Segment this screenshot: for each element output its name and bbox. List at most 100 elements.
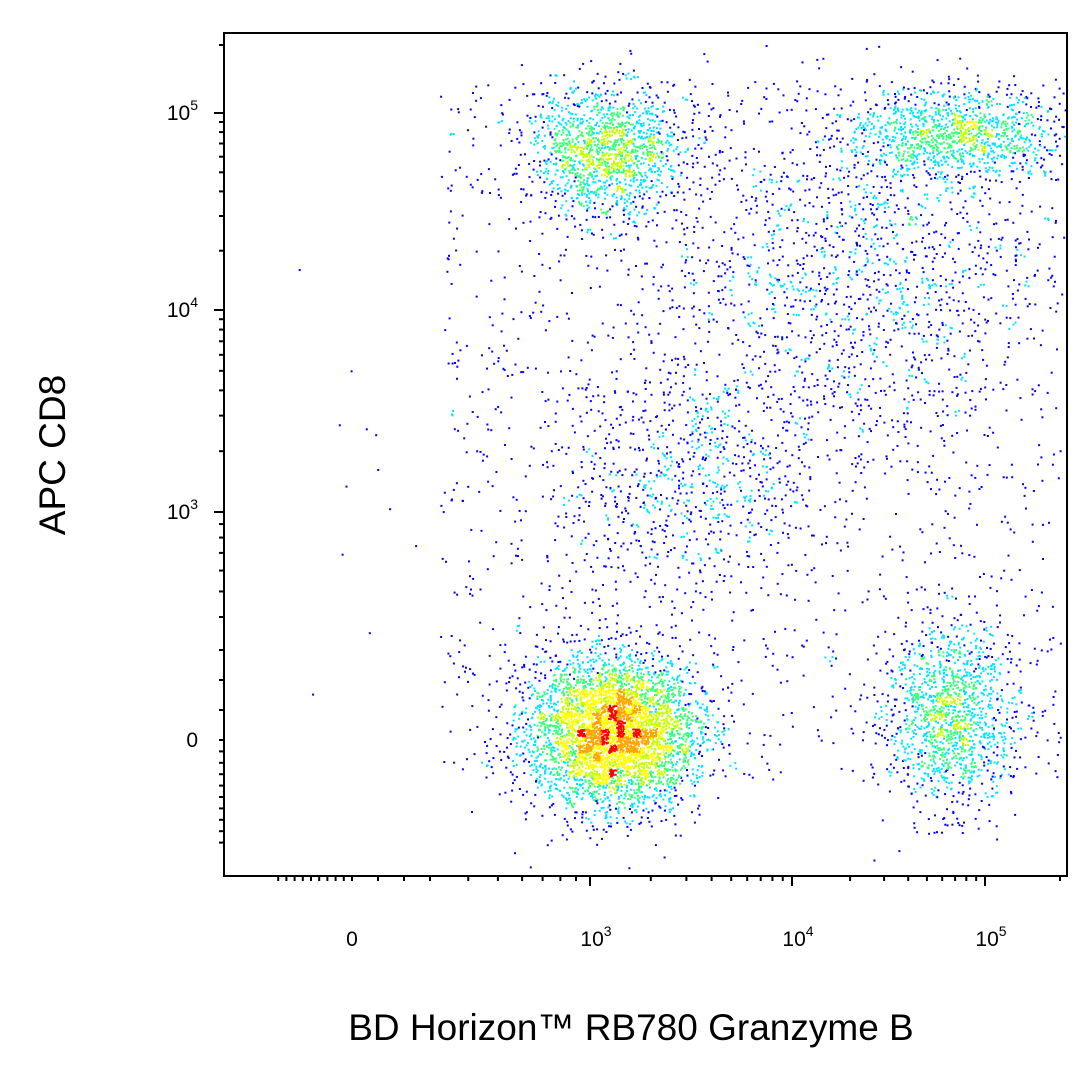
data-point [583, 737, 586, 740]
data-point [663, 753, 665, 756]
data-point [546, 160, 549, 163]
data-point [582, 729, 585, 732]
data-point [642, 773, 645, 776]
data-point [500, 703, 503, 706]
data-point [636, 724, 639, 727]
data-point [629, 734, 632, 737]
data-point [589, 837, 592, 840]
data-point [687, 748, 689, 751]
data-point [654, 694, 656, 697]
data-point [607, 681, 610, 684]
data-point [626, 834, 629, 837]
data-point [626, 774, 628, 777]
data-point [622, 697, 625, 700]
data-point [562, 755, 565, 758]
data-point [614, 779, 617, 782]
data-point [610, 781, 613, 784]
data-point [658, 772, 661, 774]
data-point [618, 718, 621, 721]
data-point [580, 186, 583, 189]
data-point [617, 138, 620, 141]
data-point [649, 133, 652, 136]
data-point [580, 691, 583, 694]
data-point [606, 193, 609, 196]
data-point [622, 706, 625, 709]
data-point [512, 736, 515, 739]
data-point [645, 741, 648, 744]
data-point [578, 639, 581, 642]
data-point [617, 715, 620, 718]
data-point [557, 722, 560, 725]
data-point [623, 710, 626, 713]
data-point [603, 140, 606, 143]
data-point [631, 796, 633, 799]
data-point [625, 747, 628, 750]
data-point [624, 129, 627, 131]
data-point [664, 768, 667, 771]
data-point [641, 755, 644, 758]
data-point [537, 748, 539, 751]
data-point [618, 131, 621, 134]
data-point [588, 782, 591, 785]
data-point [552, 674, 555, 677]
data-point [561, 746, 564, 749]
data-point [682, 130, 685, 133]
data-point [570, 688, 573, 691]
data-point [610, 774, 613, 777]
data-point [602, 800, 605, 803]
data-point [549, 784, 552, 787]
data-point [579, 189, 582, 192]
data-point [589, 125, 592, 128]
data-point [555, 157, 558, 160]
data-point [561, 834, 564, 837]
data-point [563, 616, 566, 619]
data-point [642, 762, 645, 765]
data-point [570, 787, 573, 790]
data-point [590, 703, 593, 705]
data-point [654, 756, 657, 759]
data-point [589, 692, 591, 695]
data-point [558, 728, 561, 731]
data-point [631, 803, 634, 805]
data-point [681, 743, 684, 746]
data-point [638, 211, 640, 214]
data-point [544, 196, 547, 199]
data-point [609, 697, 612, 700]
data-point [531, 763, 533, 766]
data-point [555, 145, 558, 148]
data-point [622, 109, 625, 112]
data-point [597, 694, 600, 697]
data-point [675, 730, 678, 733]
data-point [626, 708, 629, 711]
data-point [592, 694, 595, 697]
data-point [605, 774, 608, 777]
data-point [620, 732, 623, 735]
data-point [599, 761, 602, 764]
data-point [701, 738, 704, 741]
data-point [666, 774, 669, 777]
data-point [654, 671, 657, 674]
data-point [540, 713, 543, 716]
data-point [683, 692, 686, 695]
data-point [718, 758, 720, 761]
data-point [622, 774, 625, 777]
data-point [585, 693, 588, 696]
data-point [656, 733, 659, 736]
data-point [657, 201, 660, 204]
data-point [662, 783, 664, 786]
data-point [573, 169, 576, 171]
data-point [633, 771, 636, 774]
data-point [534, 744, 536, 746]
data-point [649, 139, 652, 142]
data-point [634, 693, 637, 696]
data-point [606, 626, 609, 629]
data-point [606, 797, 609, 799]
data-point [561, 163, 564, 166]
data-point [705, 691, 708, 694]
data-point [602, 181, 605, 184]
data-point [573, 751, 576, 754]
data-point [618, 153, 621, 156]
data-point [625, 742, 628, 745]
data-point [611, 786, 614, 789]
data-point [635, 739, 638, 742]
